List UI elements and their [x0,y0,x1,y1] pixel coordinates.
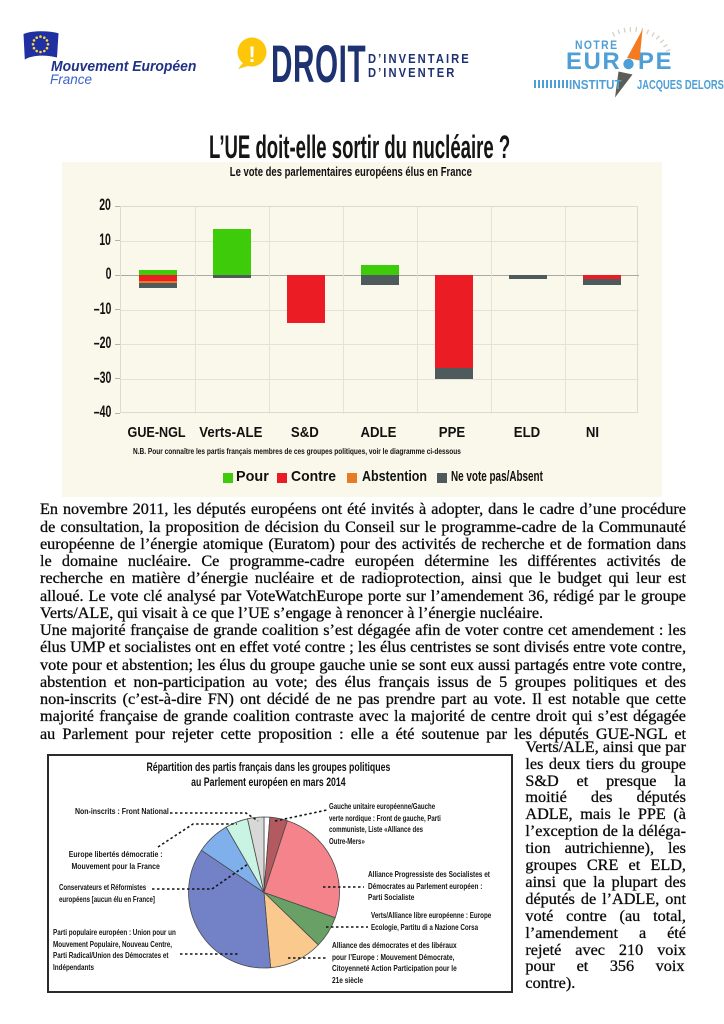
svg-text:!: ! [248,42,255,67]
